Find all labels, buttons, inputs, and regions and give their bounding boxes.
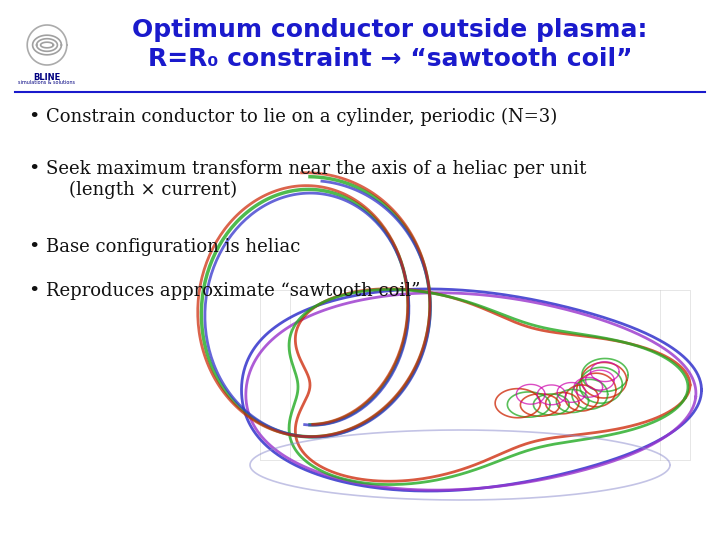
Text: simulations & solutions: simulations & solutions (19, 80, 76, 85)
Text: •: • (28, 108, 40, 126)
Text: Base configuration is heliac: Base configuration is heliac (46, 238, 300, 256)
Text: Reproduces approximate “sawtooth coil”: Reproduces approximate “sawtooth coil” (46, 282, 420, 300)
Text: •: • (28, 282, 40, 300)
Text: •: • (28, 160, 40, 178)
Text: R=R₀ constraint → “sawtooth coil”: R=R₀ constraint → “sawtooth coil” (148, 47, 632, 71)
Text: BLINE: BLINE (33, 73, 60, 82)
Text: Constrain conductor to lie on a cylinder, periodic (N=3): Constrain conductor to lie on a cylinder… (46, 108, 557, 126)
Text: •: • (28, 238, 40, 256)
Text: Seek maximum transform near the axis of a heliac per unit
    (length × current): Seek maximum transform near the axis of … (46, 160, 586, 199)
Text: Optimum conductor outside plasma:: Optimum conductor outside plasma: (132, 18, 648, 42)
